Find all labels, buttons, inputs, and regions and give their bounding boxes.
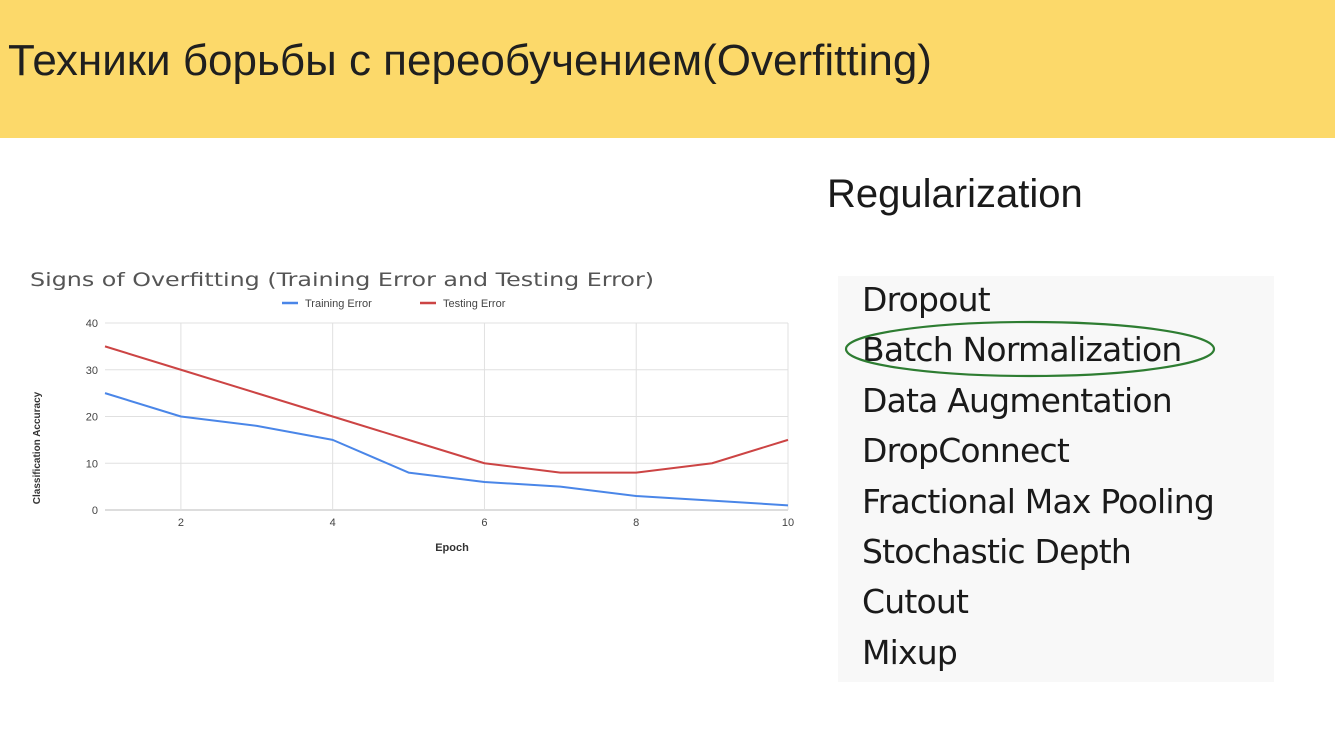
x-tick-label: 2 [178,517,184,529]
chart-legend: Training Error Testing Error [282,298,506,310]
series-line-testing-error [104,345,789,474]
regularization-list: Dropout Batch Normalization Data Augmentat… [862,278,1215,681]
regularization-panel [838,276,1274,682]
regularization-item: Cutout [862,582,969,622]
y-axis-label: Classification Accuracy [32,391,43,504]
regularization-item: Fractional Max Pooling [862,481,1215,521]
chart-series [104,345,789,507]
regularization-item: DropConnect [862,431,1070,471]
overfitting-chart: Signs of Overfitting (Training Error and… [30,269,794,554]
x-tick-label: 10 [782,517,794,529]
y-tick-label: 20 [86,412,98,424]
slide-header: Техники борьбы с переобучением(Overfitti… [0,0,1335,138]
regularization-item: Batch Normalization [862,330,1182,370]
legend-label: Training Error [305,298,372,310]
regularization-item: Stochastic Depth [862,531,1132,571]
x-tick-label: 8 [633,517,639,529]
x-tick-label: 4 [330,517,336,529]
y-tick-label: 10 [86,458,98,470]
series-line-training-error [104,392,789,507]
x-axis-ticks: 2 4 6 8 10 [178,517,794,529]
slide-title: Техники борьбы с переобучением(Overfitti… [8,36,932,85]
y-tick-label: 0 [92,505,98,517]
chart-title: Signs of Overfitting (Training Error and… [30,269,654,291]
y-tick-label: 30 [86,365,98,377]
regularization-item: Data Augmentation [862,380,1173,420]
highlight-ellipse [844,320,1216,378]
regularization-heading: Regularization [827,172,1083,216]
regularization-item: Dropout [862,280,991,319]
regularization-item: Mixup [862,632,958,672]
y-tick-label: 40 [86,318,98,330]
y-axis-ticks: 0 10 20 30 40 [86,318,98,517]
chart-grid [105,322,789,511]
x-tick-label: 6 [481,517,487,529]
legend-label: Testing Error [443,298,506,310]
x-axis-label: Epoch [435,542,469,554]
